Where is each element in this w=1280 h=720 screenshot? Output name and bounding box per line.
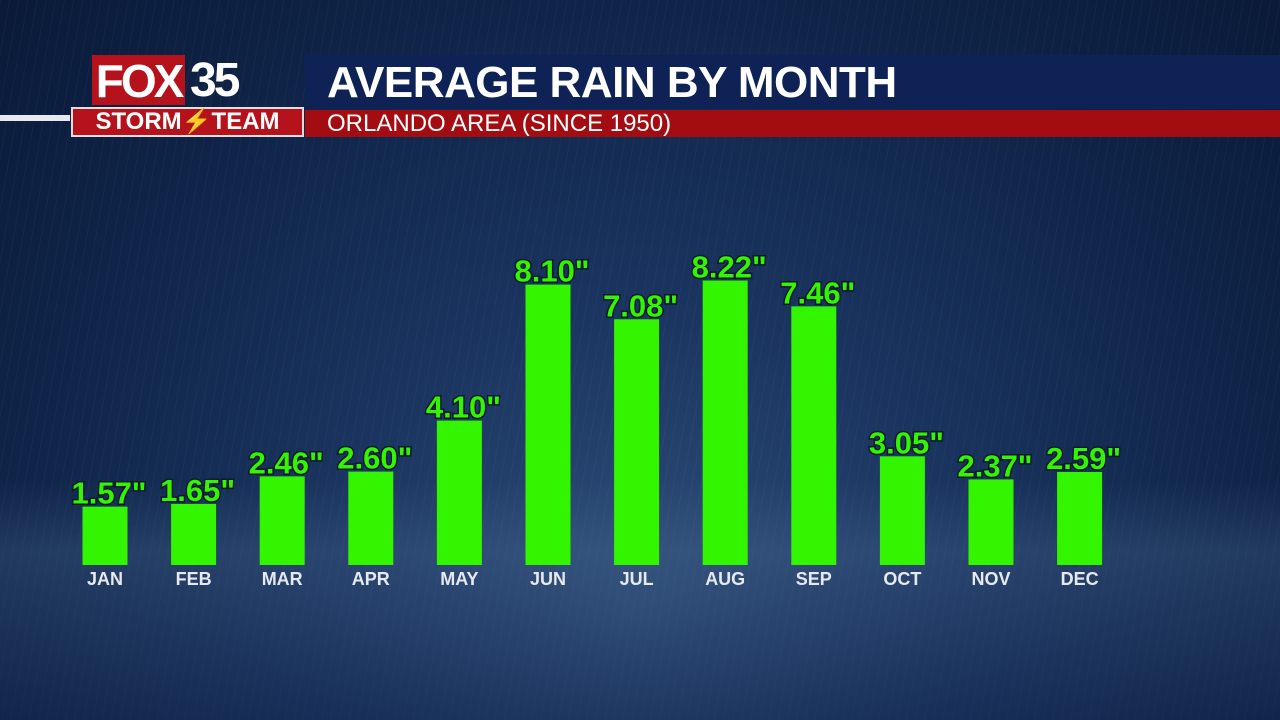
month-label-feb: FEB — [176, 569, 212, 589]
bar-apr — [348, 471, 394, 565]
data-label-dec: 2.59" — [1046, 441, 1121, 476]
month-label-nov: NOV — [971, 569, 1010, 589]
fox-logo: FOX — [92, 55, 185, 107]
bar-jul — [614, 319, 660, 565]
channel-number: 35 — [190, 54, 240, 107]
data-label-oct: 3.05" — [869, 425, 944, 460]
subtitle-band — [305, 110, 1280, 137]
bar-jun — [525, 284, 571, 565]
bar-feb — [171, 503, 217, 565]
data-label-nov: 2.37" — [957, 448, 1032, 483]
header-accent-line — [0, 115, 70, 121]
data-label-jan: 1.57" — [71, 476, 146, 511]
bar-mar — [259, 476, 305, 565]
bar-may — [436, 420, 482, 565]
month-label-oct: OCT — [883, 569, 921, 589]
month-label-jun: JUN — [530, 569, 566, 589]
data-label-aug: 8.22" — [692, 250, 767, 285]
data-label-apr: 2.60" — [337, 441, 412, 476]
data-label-may: 4.10" — [426, 390, 501, 425]
month-label-apr: APR — [352, 569, 390, 589]
data-label-feb: 1.65" — [160, 473, 235, 508]
month-label-mar: MAR — [262, 569, 303, 589]
month-label-jul: JUL — [620, 569, 654, 589]
bar-aug — [702, 280, 748, 565]
bar-sep — [791, 306, 837, 565]
month-label-may: MAY — [440, 569, 478, 589]
storm-team-logo: STORM⚡TEAM — [71, 107, 304, 137]
month-label-sep: SEP — [796, 569, 832, 589]
bar-jan — [82, 506, 128, 565]
data-label-sep: 7.46" — [780, 275, 855, 310]
bar-dec — [1057, 471, 1103, 565]
data-label-jul: 7.08" — [603, 288, 678, 323]
chart-title: AVERAGE RAIN BY MONTH — [327, 58, 897, 107]
bar-nov — [968, 479, 1014, 565]
month-label-jan: JAN — [87, 569, 123, 589]
month-label-aug: AUG — [705, 569, 745, 589]
title-band — [305, 55, 1280, 109]
data-label-mar: 2.46" — [249, 445, 324, 480]
month-label-dec: DEC — [1061, 569, 1099, 589]
chart-subtitle: ORLANDO AREA (SINCE 1950) — [327, 110, 672, 137]
bar-oct — [879, 456, 925, 565]
data-label-jun: 8.10" — [514, 254, 589, 289]
